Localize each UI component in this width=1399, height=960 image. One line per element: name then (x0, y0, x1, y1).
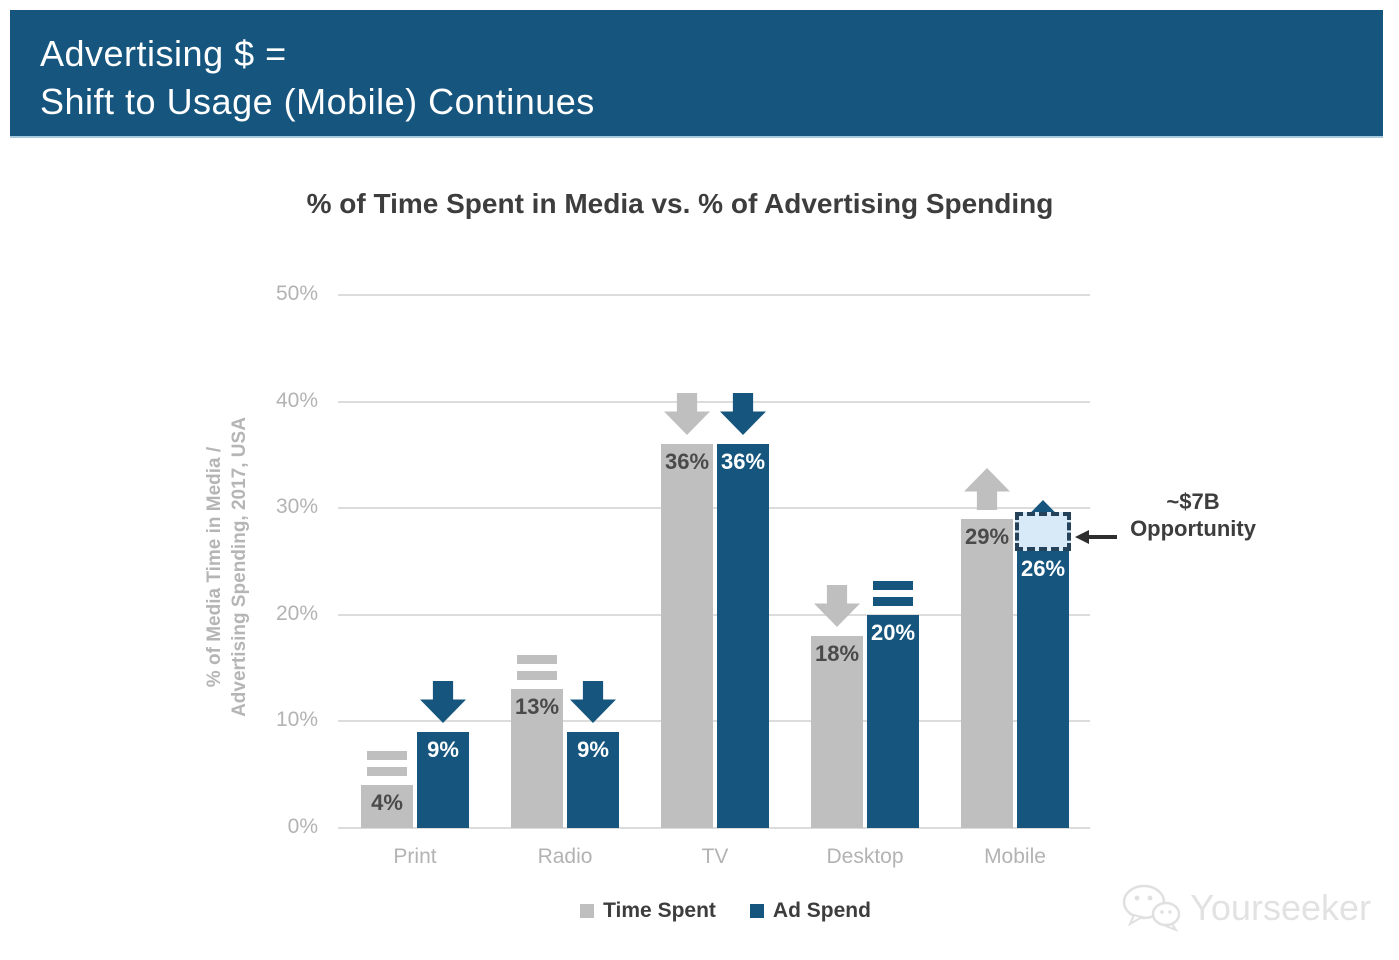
bar-tv-ad-spend: 36% (717, 444, 769, 828)
flat-trend-icon-print-time-spent (367, 751, 407, 776)
chart-legend: Time Spent Ad Spend (338, 899, 1113, 923)
ad-spend-swatch-icon (749, 904, 764, 918)
flat-bar (873, 597, 913, 606)
bar-value-label-radio-ad-spend: 9% (577, 737, 609, 762)
left-arrow-icon (1075, 529, 1117, 545)
legend-item-ad-spend: Ad Spend (749, 899, 871, 923)
watermark-text: Yourseeker (1190, 887, 1371, 928)
x-category-label-tv: TV (701, 845, 729, 868)
up-arrow-icon-mobile-time-spent (964, 468, 1010, 510)
down-arrow-icon-radio-ad-spend (570, 681, 616, 723)
flat-trend-icon-desktop-ad-spend (873, 581, 913, 606)
y-tick-label-30: 30% (275, 495, 318, 519)
time-spent-swatch-icon (580, 904, 595, 918)
down-arrow-icon-tv-time-spent (664, 393, 710, 435)
bar-print-ad-spend: 9% (417, 732, 469, 828)
y-axis-label-line2: Advertising Spending, 2017, USA (229, 417, 250, 717)
bar-value-label-print-time-spent: 4% (371, 790, 403, 815)
header-banner: Advertising $ = Shift to Usage (Mobile) … (10, 10, 1383, 138)
x-category-label-mobile: Mobile (984, 845, 1046, 868)
opportunity-label-line1: ~$7B (1166, 489, 1220, 514)
arrow-head (1075, 530, 1089, 544)
flat-bar (367, 767, 407, 776)
opportunity-box (1015, 512, 1071, 551)
down-arrow-icon-desktop-time-spent (814, 585, 860, 627)
gridline-30 (338, 507, 1090, 510)
legend-label-ad-spend: Ad Spend (772, 899, 871, 922)
bar-mobile-ad-spend: 26% (1017, 551, 1069, 828)
plot-area: 0% 10% 20% 30% 40% 50% 4% 9% Print 13% 9% Radio 36% 3… (276, 282, 1090, 868)
opportunity-label-line2: Opportunity (1130, 516, 1256, 541)
y-tick-label-10: 10% (275, 708, 318, 732)
flat-bar (517, 655, 557, 664)
y-axis-label: % of Media Time in Media / Advertising S… (202, 332, 254, 802)
bar-radio-ad-spend: 9% (567, 732, 619, 828)
gridline-0 (338, 827, 1090, 829)
gridline-40 (338, 400, 1090, 403)
bar-tv-time-spent: 36% (661, 444, 713, 828)
down-arrow-icon-tv-ad-spend (720, 393, 766, 435)
flat-trend-icon-radio-time-spent (517, 655, 557, 680)
y-axis-label-line1: % of Media Time in Media / (204, 446, 225, 688)
opportunity-annotation: ~$7B Opportunity (1075, 488, 1265, 545)
gridline-20 (338, 613, 1090, 616)
header-title-line2: Shift to Usage (Mobile) Continues (40, 81, 595, 122)
bar-radio-time-spent: 13% (511, 689, 563, 828)
down-arrow-icon-print-ad-spend (420, 681, 466, 723)
arrow-line (1087, 535, 1117, 539)
bar-desktop-time-spent: 18% (811, 636, 863, 828)
bar-print-time-spent: 4% (361, 785, 413, 828)
bar-mobile-time-spent: 29% (961, 519, 1013, 828)
flat-bar (517, 671, 557, 680)
x-category-label-desktop: Desktop (826, 845, 904, 868)
bar-desktop-ad-spend: 20% (867, 615, 919, 828)
bar-value-label-mobile-ad-spend: 26% (1020, 556, 1066, 581)
y-tick-label-0: 0% (287, 815, 318, 838)
watermark: Yourseeker (1120, 882, 1371, 934)
legend-label-time-spent: Time Spent (603, 899, 716, 922)
x-category-label-print: Print (393, 845, 437, 868)
gridline-50 (338, 294, 1090, 296)
legend-item-time-spent: Time Spent (580, 899, 716, 923)
y-tick-label-50: 50% (275, 282, 318, 305)
bar-value-label-desktop-time-spent: 18% (814, 641, 860, 666)
wechat-icon (1122, 884, 1181, 933)
bar-value-label-radio-time-spent: 13% (514, 694, 560, 719)
opportunity-label: ~$7B Opportunity (1121, 488, 1265, 542)
bar-value-label-tv-time-spent: 36% (664, 449, 710, 474)
y-tick-label-40: 40% (275, 388, 318, 412)
x-category-label-radio: Radio (537, 845, 593, 868)
bar-value-label-tv-ad-spend: 36% (720, 449, 766, 474)
flat-bar (367, 751, 407, 760)
bar-value-label-print-ad-spend: 9% (427, 737, 459, 762)
gridline-10 (338, 720, 1090, 723)
y-tick-label-20: 20% (275, 601, 318, 625)
header-title-line1: Advertising $ = (40, 33, 287, 74)
bar-value-label-desktop-ad-spend: 20% (870, 620, 916, 645)
flat-bar (873, 581, 913, 590)
chart-title: % of Time Spent in Media vs. % of Advert… (306, 188, 1054, 219)
bar-value-label-mobile-time-spent: 29% (964, 524, 1010, 549)
